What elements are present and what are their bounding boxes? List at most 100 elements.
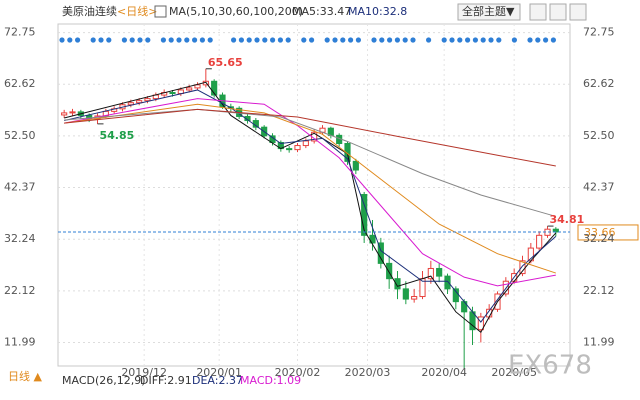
y-tick-label: 62.62 [583, 77, 615, 90]
y-tick-label: 42.37 [4, 181, 36, 194]
event-dot [207, 37, 213, 43]
event-dot [176, 37, 182, 43]
event-dot [254, 37, 260, 43]
y-tick-label: 11.99 [583, 335, 615, 348]
event-dot [488, 37, 494, 43]
x-tick-label: 2020/01 [196, 366, 242, 379]
candle-body [536, 234, 543, 249]
candle-body [386, 262, 393, 280]
event-dot [496, 37, 502, 43]
theme-label[interactable]: 全部主题▼ [462, 4, 515, 18]
event-dot [301, 37, 307, 43]
event-dot [550, 37, 557, 43]
ma-line [64, 89, 557, 323]
event-dot [270, 37, 276, 43]
candle-body [402, 288, 409, 300]
x-tick-label: 2020/05 [491, 366, 537, 379]
y-tick-label: 62.62 [4, 77, 36, 90]
event-dot [410, 37, 416, 43]
candle-body [186, 87, 193, 91]
annotation-label: 54.85 [100, 129, 135, 142]
event-dot [98, 37, 104, 43]
candle-body [136, 100, 143, 104]
candle-body [144, 98, 151, 102]
event-dot [480, 37, 486, 43]
ma-params: MA(5,10,30,60,100,200) [169, 5, 303, 18]
candle-body [411, 296, 418, 300]
plus-button[interactable] [549, 3, 567, 21]
event-dot [472, 37, 478, 43]
event-dot [285, 37, 291, 43]
event-dot [129, 37, 135, 43]
event-dot [168, 37, 174, 43]
event-dot [309, 37, 315, 43]
ma-line [64, 81, 557, 334]
event-dot [441, 37, 447, 43]
y-tick-label: 72.75 [4, 26, 36, 39]
event-dot [511, 37, 517, 43]
macd-value: MACD:1.09 [240, 374, 301, 387]
watermark: EX678 [508, 351, 592, 381]
macd-params: MACD(26,12,9) [62, 374, 146, 387]
event-dot [426, 37, 432, 43]
plot-frame [57, 23, 571, 367]
candle-body [86, 114, 93, 120]
ma5-value: MA5:33.47 [292, 5, 351, 18]
candle-body [394, 278, 401, 290]
event-dot [379, 37, 385, 43]
event-dot [535, 37, 541, 43]
event-dot [332, 37, 338, 43]
y-tick-label: 32.24 [583, 232, 615, 245]
event-dot [90, 37, 96, 43]
macd-diff: DIFF:2.91 [140, 374, 192, 387]
event-dot [121, 37, 127, 43]
event-dot [355, 37, 361, 43]
event-dot [457, 37, 463, 43]
event-dot [137, 37, 143, 43]
ma-line [64, 98, 556, 287]
event-dot [184, 37, 190, 43]
candle-body [286, 148, 293, 151]
event-dot [543, 37, 549, 43]
candle-body [61, 112, 68, 116]
candle-body [361, 194, 368, 236]
event-dot [106, 37, 112, 43]
event-dot [246, 37, 252, 43]
close-button[interactable] [569, 3, 587, 21]
period[interactable]: <日线> [117, 4, 157, 18]
y-tick-label: 72.75 [583, 26, 615, 39]
footer-period[interactable]: 日线 ▲ [8, 369, 42, 383]
candle-body [427, 267, 434, 280]
y-tick-label: 22.12 [4, 284, 36, 297]
event-dot [192, 37, 198, 43]
event-dot [59, 37, 65, 43]
y-tick-label: 32.24 [4, 232, 36, 245]
event-dot [527, 37, 533, 43]
candle-body [477, 316, 484, 331]
event-dot [160, 37, 166, 43]
theme-button[interactable] [457, 3, 521, 21]
event-dot [277, 37, 283, 43]
annotation-label: 65.65 [208, 56, 243, 69]
candle-body [352, 160, 359, 171]
event-dot [262, 37, 268, 43]
event-dot [340, 37, 346, 43]
ma-line [64, 108, 556, 167]
x-tick-label: 2020/02 [275, 366, 321, 379]
y-tick-label: 42.37 [583, 181, 615, 194]
event-dot [324, 37, 330, 43]
x-tick-label: 2020/04 [421, 366, 467, 379]
event-dot [67, 37, 73, 43]
minus-button[interactable] [529, 3, 547, 21]
event-dot [465, 37, 471, 43]
ma-checkbox[interactable] [154, 5, 167, 18]
candle-body [169, 92, 176, 95]
y-tick-label: 22.12 [583, 284, 615, 297]
event-dot [402, 37, 408, 43]
event-dot [348, 37, 354, 43]
event-dot [199, 37, 205, 43]
y-tick-label: 52.50 [4, 129, 36, 142]
event-dot [75, 37, 81, 43]
ma-line [64, 103, 556, 274]
